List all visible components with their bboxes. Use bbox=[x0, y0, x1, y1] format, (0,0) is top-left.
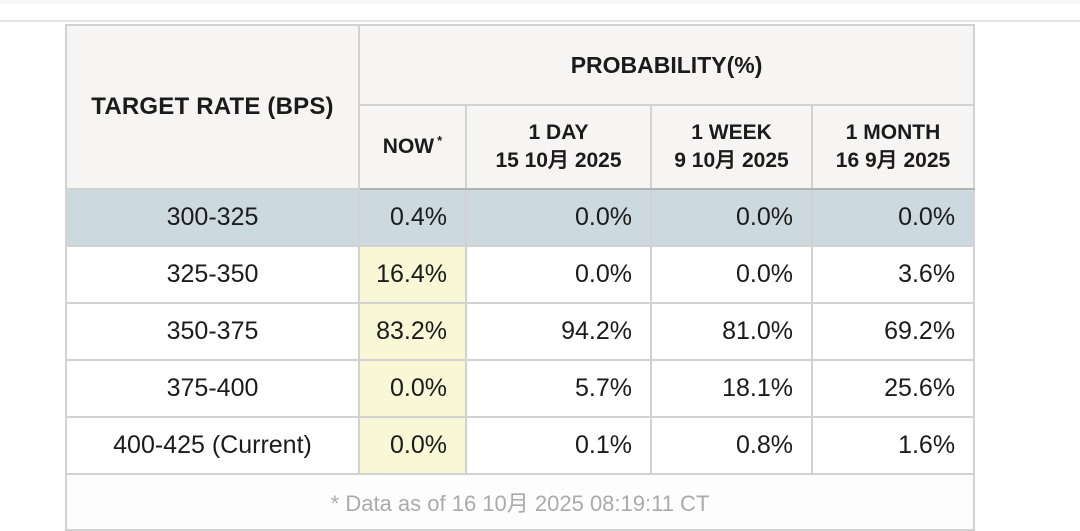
footnote-row: * Data as of 16 10月 2025 08:19:11 CT bbox=[64, 473, 976, 531]
table-row-400-425-current: 400-425 (Current) 0.0% 0.1% 0.8% 1.6% bbox=[65, 416, 976, 475]
probability-group-header: PROBABILITY(%) bbox=[357, 24, 976, 106]
top-divider bbox=[0, 20, 1080, 22]
rate-probability-table: TARGET RATE (BPS) PROBABILITY(%) NOW * 1 … bbox=[64, 24, 976, 531]
prob-cell-1week: 81.0% bbox=[650, 302, 813, 361]
prob-cell-1week: 0.8% bbox=[650, 416, 813, 475]
target-rate-cell: 325-350 bbox=[65, 245, 360, 304]
prob-cell-now: 0.0% bbox=[358, 359, 467, 418]
prob-cell-1day: 0.0% bbox=[465, 245, 652, 304]
table-row-300-325: 300-325 0.4% 0.0% 0.0% 0.0% bbox=[65, 188, 976, 247]
col-header-1week-label: 1 WEEK bbox=[691, 120, 772, 144]
prob-cell-now: 16.4% bbox=[358, 245, 467, 304]
col-header-1week-date: 9 10月 2025 bbox=[674, 149, 789, 172]
target-rate-cell: 300-325 bbox=[65, 188, 360, 247]
target-rate-header: TARGET RATE (BPS) bbox=[65, 24, 360, 190]
col-header-1day-label: 1 DAY bbox=[528, 120, 589, 144]
col-header-now: NOW * bbox=[358, 104, 467, 190]
now-label: NOW bbox=[382, 135, 435, 159]
col-header-1week: 1 WEEK 9 10月 2025 bbox=[650, 104, 813, 190]
table-row-375-400: 375-400 0.0% 5.7% 18.1% 25.6% bbox=[65, 359, 976, 418]
target-rate-cell: 375-400 bbox=[65, 359, 360, 418]
table-row-350-375: 350-375 83.2% 94.2% 81.0% 69.2% bbox=[65, 302, 976, 361]
prob-cell-1month: 0.0% bbox=[810, 188, 976, 247]
prob-cell-1week: 0.0% bbox=[650, 188, 813, 247]
table-row-325-350: 325-350 16.4% 0.0% 0.0% 3.6% bbox=[65, 245, 976, 304]
prob-cell-1day: 0.1% bbox=[465, 416, 652, 475]
prob-cell-1week: 0.0% bbox=[650, 245, 813, 304]
prob-cell-now: 83.2% bbox=[358, 302, 467, 361]
top-strip bbox=[0, 0, 1080, 4]
prob-cell-1day: 5.7% bbox=[465, 359, 652, 418]
col-header-1month-date: 16 9月 2025 bbox=[835, 149, 951, 172]
col-header-1day: 1 DAY 15 10月 2025 bbox=[465, 104, 652, 190]
target-rate-cell: 350-375 bbox=[65, 302, 360, 361]
column-header-row: NOW * 1 DAY 15 10月 2025 1 WEEK 9 10月 2025… bbox=[66, 104, 976, 190]
col-header-1day-date: 15 10月 2025 bbox=[495, 149, 622, 172]
prob-cell-1month: 69.2% bbox=[810, 302, 976, 361]
data-as-of-footnote: * Data as of 16 10月 2025 08:19:11 CT bbox=[64, 473, 976, 531]
col-header-1month-label: 1 MONTH bbox=[845, 120, 941, 144]
prob-cell-now: 0.4% bbox=[358, 188, 467, 247]
prob-cell-1week: 18.1% bbox=[650, 359, 813, 418]
prob-cell-1month: 1.6% bbox=[810, 416, 976, 475]
prob-cell-now: 0.0% bbox=[358, 416, 467, 475]
target-rate-cell: 400-425 (Current) bbox=[65, 416, 360, 475]
col-header-1month: 1 MONTH 16 9月 2025 bbox=[810, 104, 976, 190]
group-header-row: TARGET RATE (BPS) PROBABILITY(%) bbox=[65, 24, 976, 190]
prob-cell-1day: 0.0% bbox=[465, 188, 652, 247]
prob-cell-1month: 3.6% bbox=[810, 245, 976, 304]
prob-cell-1day: 94.2% bbox=[465, 302, 652, 361]
prob-cell-1month: 25.6% bbox=[810, 359, 976, 418]
now-footnote-asterisk: * bbox=[437, 133, 443, 149]
